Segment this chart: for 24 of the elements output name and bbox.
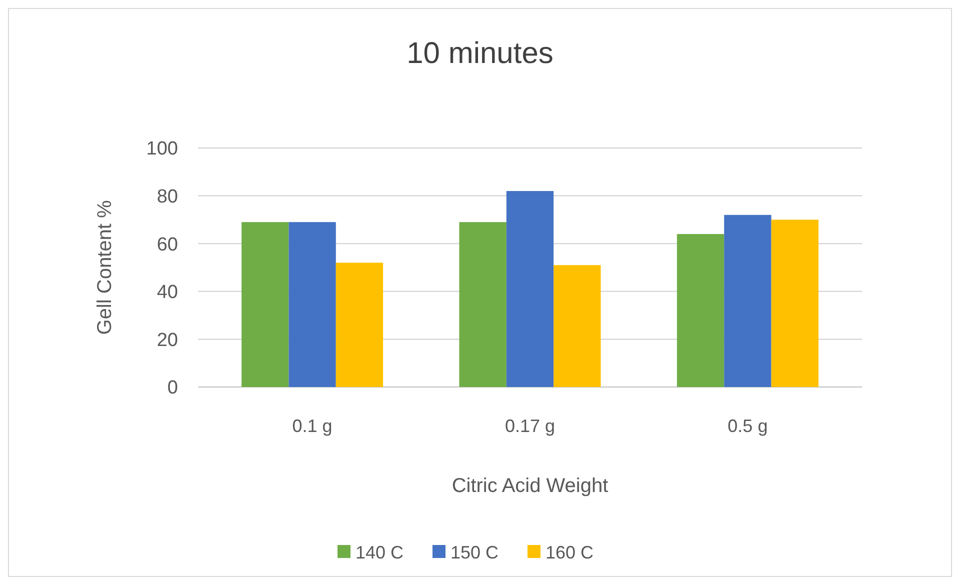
y-tick-label: 100 bbox=[146, 138, 178, 160]
x-tick-label: 0.17 g bbox=[504, 416, 556, 436]
bar bbox=[554, 265, 601, 387]
x-axis-title: Citric Acid Weight bbox=[452, 475, 609, 497]
y-tick-label: 0 bbox=[167, 378, 178, 399]
bar bbox=[771, 220, 818, 387]
bar bbox=[336, 262, 384, 387]
y-tick-label: 60 bbox=[156, 234, 178, 256]
chart-title: 10 minutes bbox=[406, 37, 554, 70]
legend-label: 150 C bbox=[450, 542, 499, 562]
x-tick-label: 0.5 g bbox=[728, 416, 768, 436]
y-axis-title: Gell Content % bbox=[94, 200, 116, 335]
y-tick-label: 40 bbox=[156, 282, 178, 304]
y-tick-label: 20 bbox=[156, 330, 178, 351]
legend-label: 160 C bbox=[546, 542, 594, 562]
bar bbox=[506, 191, 554, 387]
bar bbox=[288, 222, 336, 387]
y-tick-label: 80 bbox=[156, 186, 178, 208]
bar bbox=[242, 222, 289, 387]
x-tick-label: 0.1 g bbox=[292, 416, 332, 436]
bar bbox=[676, 234, 724, 387]
bar bbox=[724, 214, 772, 387]
legend-label: 140 C bbox=[356, 542, 404, 562]
bar bbox=[459, 222, 506, 387]
